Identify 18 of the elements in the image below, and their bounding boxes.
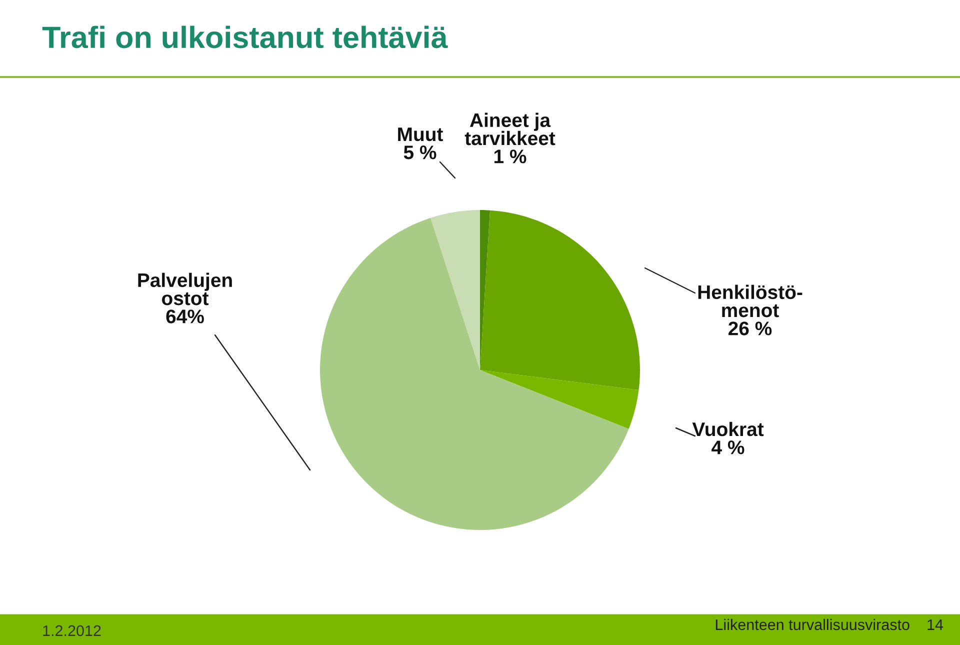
chart-title: Trafi on ulkoistanut tehtäviä <box>42 26 448 48</box>
data-label: 64% <box>166 310 204 324</box>
text: 14 <box>928 619 944 630</box>
data-label: 26 % <box>728 322 772 336</box>
pie-slice <box>480 370 639 429</box>
data-label: 5 % <box>404 146 436 160</box>
pie-slice <box>480 210 640 390</box>
slice-label: Aineet ja tarvikkeet <box>464 112 556 146</box>
text: Liikenteen turvallisuusvirasto <box>716 618 910 630</box>
text: 1.2.2012 <box>43 625 101 636</box>
slice-label: Muut <box>398 128 443 142</box>
data-label: 1 % <box>494 150 526 164</box>
pie-slice <box>320 218 629 530</box>
slice-label: Palvelujen ostot <box>138 272 232 306</box>
pie-slice <box>430 210 480 370</box>
slice-label: Henkilöstö- menot <box>698 284 802 318</box>
slice-label: Vuokrat <box>692 422 764 436</box>
data-label: 4 % <box>712 440 744 454</box>
